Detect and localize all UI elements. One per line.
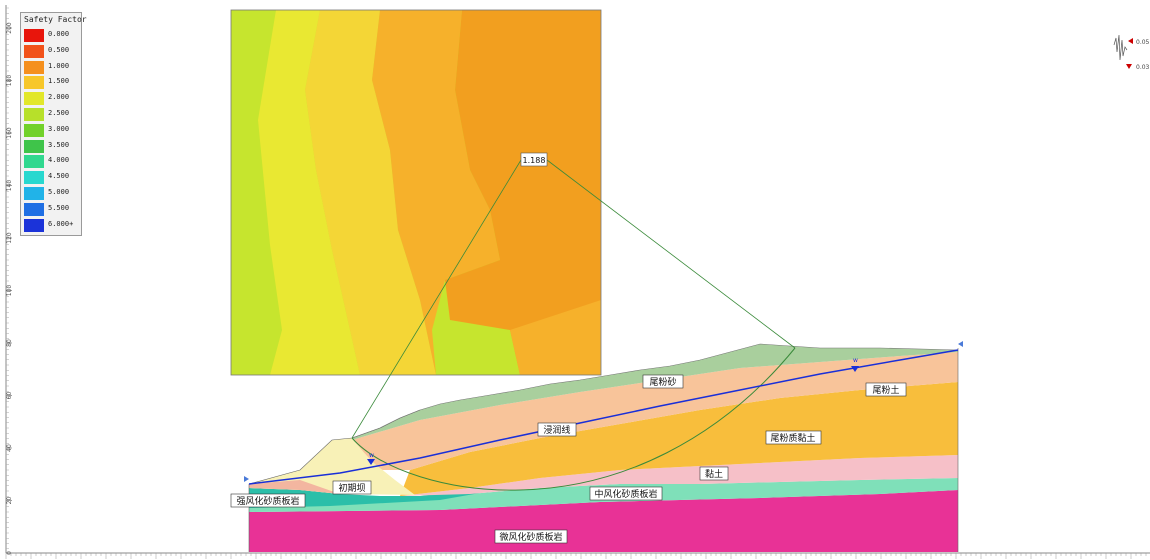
legend-row: 4.000: [24, 154, 80, 169]
vertical-seismic-arrow: [1126, 64, 1132, 69]
legend-swatch: [24, 155, 44, 169]
legend-row: 3.000: [24, 123, 80, 137]
safety-factor-box: [520, 152, 548, 167]
legend-row: 2.000: [24, 91, 80, 106]
water-table-marker: [367, 459, 375, 465]
legend-row: 5.000: [24, 186, 80, 200]
critical-slip-surface: 1.188: [351, 152, 796, 491]
legend-swatch: [24, 44, 44, 58]
legend-title: Safety Factor: [24, 15, 87, 24]
label-starter-dam: 初期坝: [338, 482, 365, 494]
legend-row: 1.500: [24, 75, 80, 90]
legend-swatch: [24, 171, 44, 185]
grid-border: [230, 9, 602, 376]
vertical-tick-label: 100: [6, 285, 13, 297]
material-clay: [400, 455, 958, 496]
horizontal-seismic-arrow: [1128, 38, 1133, 44]
horizontal-seismic-coefficient: 0.05: [1136, 39, 1150, 46]
legend-row: 2.500: [24, 107, 80, 121]
label-phreatic-line: 浸润线: [543, 424, 570, 436]
label-clay: 黏土: [705, 468, 723, 480]
legend-row: 0.500: [24, 44, 80, 58]
vertical-ruler: 200180160140120100806040200: [5, 5, 13, 555]
legend-label: 3.500: [48, 140, 70, 149]
legend-label: 4.500: [48, 172, 70, 181]
label-strongly-weathered-slate: 强风化砂质板岩: [236, 495, 299, 507]
vertical-tick-label: 20: [6, 497, 13, 505]
slip-arc: [351, 347, 796, 491]
legend-label: 3.000: [48, 124, 70, 133]
material-starter-dam-base: [249, 480, 340, 494]
seismic-load-icon: 0.05 0.03: [1113, 34, 1150, 71]
safety-factor-value: 1.188: [523, 156, 546, 165]
label-tailing-silty-sand: 尾粉砂: [649, 376, 676, 388]
legend-label: 1.500: [48, 77, 70, 86]
slip-center-contour-grid: [230, 9, 602, 376]
label-tailing-silty-clay: 尾粉质黏土: [770, 432, 815, 444]
legend-swatch: [24, 60, 44, 74]
vertical-tick-label: 140: [6, 180, 13, 192]
legend-label: 4.000: [48, 156, 70, 165]
legend-swatch: [24, 139, 44, 153]
phreatic-line: w w: [244, 341, 963, 485]
legend-row: 1.000: [24, 60, 80, 74]
material-tailing-silty-clay: [400, 382, 958, 496]
legend-row: 0.000: [24, 28, 80, 42]
contour-zone-lower-orange: [510, 300, 601, 375]
legend-swatch: [24, 76, 44, 90]
material-tailing-silty-sand: [352, 344, 958, 440]
vertical-tick-label: 80: [6, 339, 13, 347]
legend-label: 5.500: [48, 203, 70, 212]
vertical-tick-label: 40: [6, 444, 13, 452]
material-tailing-silt: [352, 352, 958, 470]
vertical-tick-label: 200: [6, 22, 13, 34]
water-table-marker: [851, 366, 859, 372]
legend-swatch: [24, 123, 44, 137]
legend-label: 0.500: [48, 45, 70, 54]
boundary-marker-left: [244, 476, 249, 482]
legend-label: 0.000: [48, 30, 70, 38]
legend-label: 5.000: [48, 188, 70, 196]
horizontal-ruler: [5, 552, 1150, 559]
material-labels: 尾粉砂 尾粉土 尾粉质黏土 黏土 初期坝 强风化砂质板岩 中风化砂质板岩 微风化…: [230, 374, 907, 544]
legend-row: 6.000+: [24, 218, 80, 232]
legend-label: 6.000+: [48, 219, 74, 228]
legend-swatch: [24, 187, 44, 200]
contour-zone-yellow: [305, 10, 436, 375]
slope-model: [248, 343, 959, 552]
contour-zone-light-green: [258, 10, 360, 375]
contour-zone-yellow-orange: [372, 10, 500, 375]
vertical-seismic-coefficient: 0.03: [1136, 64, 1150, 71]
material-strongly-weathered-slate: [249, 486, 520, 508]
legend-row: 3.500: [24, 139, 80, 153]
contour-zone-green: [231, 10, 282, 375]
legend-label: 2.000: [48, 93, 70, 102]
boundary-marker-right: [958, 341, 963, 347]
vertical-tick-label: 180: [6, 75, 13, 87]
legend-swatch: [24, 92, 44, 106]
vertical-tick-label: 160: [6, 127, 13, 139]
legend-swatch: [24, 218, 44, 232]
safety-factor-legend: Safety Factor 0.000 0.500 1.000 1.500 2.000 2…: [20, 12, 87, 236]
slip-ray-right: [546, 159, 796, 349]
label-moderately-weathered-slate: 中风化砂质板岩: [594, 488, 657, 500]
material-slightly-weathered-slate: [249, 490, 958, 552]
vertical-tick-label: 120: [6, 232, 13, 244]
legend-label: 2.500: [48, 109, 70, 117]
legend-swatch: [24, 108, 44, 121]
legend-swatch: [24, 29, 44, 42]
legend-row: 5.500: [24, 202, 80, 216]
svg-text:w: w: [369, 452, 374, 459]
legend-row: 4.500: [24, 170, 80, 185]
svg-text:w: w: [853, 357, 858, 364]
label-slightly-weathered-slate: 微风化砂质板岩: [499, 531, 562, 543]
vertical-tick-label: 60: [6, 392, 13, 400]
slip-ray-left: [351, 159, 522, 439]
label-tailing-silt: 尾粉土: [872, 384, 899, 396]
legend-label: 1.000: [48, 61, 70, 70]
legend-swatch: [24, 202, 44, 216]
contour-zone-orange: [445, 10, 601, 375]
